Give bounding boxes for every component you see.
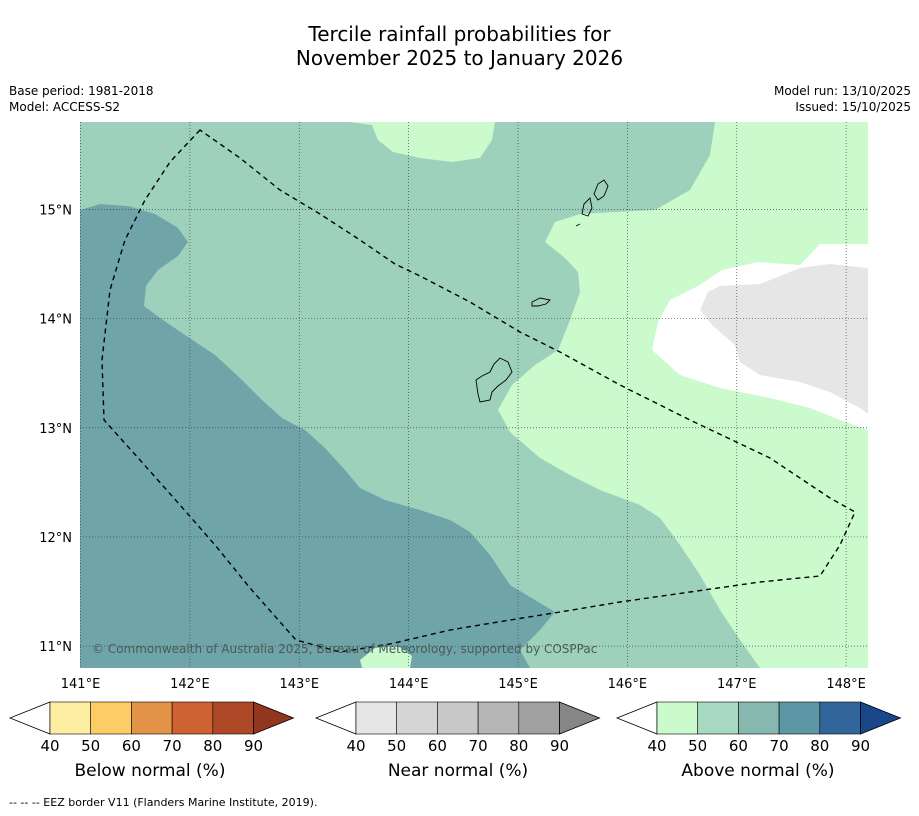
colorbar-above-label: Above normal (%) (681, 761, 835, 781)
copyright-notice: © Commonwealth of Australia 2025, Bureau… (92, 642, 597, 656)
colorbar-segment (738, 701, 780, 735)
latitude-label: 14°N (39, 313, 72, 328)
colorbar-segment (396, 701, 438, 735)
longitude-label: 143°E (280, 677, 320, 692)
meta-left: Base period: 1981-2018 Model: ACCESS-S2 (9, 83, 154, 115)
longitude-label: 146°E (608, 677, 648, 692)
colorbar-extend-low (314, 701, 357, 735)
field-above-50-south (360, 646, 412, 668)
field-above-70-top-left (80, 122, 200, 210)
model-run: Model run: 13/10/2025 (773, 84, 911, 98)
model-name: Model: ACCESS-S2 (9, 100, 121, 114)
colorbar-segment (90, 701, 132, 735)
colorbar-tick-label: 40 (40, 737, 59, 755)
field-above-50-central (498, 122, 868, 668)
colorbar-segment (518, 701, 560, 735)
colorbar-tick-label: 90 (550, 737, 569, 755)
colorbar-tick-label: 80 (203, 737, 222, 755)
title-line-2: November 2025 to January 2026 (295, 46, 624, 70)
colorbar-below-label: Below normal (%) (74, 761, 226, 781)
colorbar-tick-label: 40 (346, 737, 365, 755)
latitude-label: 13°N (39, 422, 72, 437)
colorbar-tick-label: 60 (122, 737, 141, 755)
colorbar-tick-label: 60 (729, 737, 748, 755)
colorbar-tick-label: 80 (810, 737, 829, 755)
islands (475, 179, 609, 403)
colorbar-tick-label: 40 (647, 737, 666, 755)
colorbar-segment (656, 701, 699, 735)
colorbar-tick-label: 70 (163, 737, 182, 755)
longitude-label: 145°E (498, 677, 538, 692)
colorbar-near-label: Near normal (%) (387, 761, 529, 781)
island-tinian (581, 197, 593, 217)
colorbar-above: 40 50 60 70 80 90 (615, 701, 902, 755)
colorbar-tick-label: 50 (688, 737, 707, 755)
graticule (80, 122, 868, 668)
longitude-label: 141°E (61, 677, 101, 692)
colorbar-tick-label: 90 (244, 737, 263, 755)
longitude-label: 142°E (170, 677, 210, 692)
field-above-50-north (350, 122, 495, 162)
latitude-label: 15°N (39, 203, 72, 218)
longitude-labels: 141°E 142°E 143°E 144°E 145°E 146°E 147°E 148°E (61, 677, 866, 692)
colorbar-segment (697, 701, 739, 735)
latitude-label: 11°N (39, 640, 72, 655)
issued-date: Issued: 15/10/2025 (795, 100, 911, 114)
colorbar-extend-high (559, 701, 601, 735)
colorbar-segment (49, 701, 92, 735)
colorbar-segment (819, 701, 861, 735)
colorbar-tick-label: 60 (428, 737, 447, 755)
eez-footnote: -- -- -- EEZ border V11 (Flanders Marine… (9, 796, 318, 809)
map-title: Tercile rainfall probabilities for Novem… (0, 22, 919, 70)
latitude-label: 12°N (39, 531, 72, 546)
probability-field (80, 122, 868, 668)
island-guam (475, 357, 513, 403)
longitude-label: 147°E (717, 677, 757, 692)
colorbar-tick-label: 70 (770, 737, 789, 755)
field-above-70-west (80, 122, 555, 668)
island-aguijan (575, 223, 581, 227)
longitude-label: 148°E (826, 677, 866, 692)
colorbar-extend-high (253, 701, 295, 735)
colorbar-tick-label: 80 (509, 737, 528, 755)
colorbar-segment (437, 701, 479, 735)
colorbar-tick-label: 50 (387, 737, 406, 755)
colorbar-extend-high (860, 701, 902, 735)
field-near-normal (700, 264, 868, 414)
colorbar-tick-label: 70 (469, 737, 488, 755)
colorbar-segment (477, 701, 520, 735)
colorbar-segment (131, 701, 173, 735)
colorbar-segment (355, 701, 398, 735)
colorbar-tick-label: 50 (81, 737, 100, 755)
title-line-1: Tercile rainfall probabilities for (308, 22, 611, 46)
colorbars: 40 50 60 70 80 90 40 50 60 70 80 90 40 50 60 70 80 90 (8, 701, 902, 755)
colorbar-below: 40 50 60 70 80 90 (8, 701, 295, 755)
colorbar-segment (778, 701, 821, 735)
colorbar-near: 40 50 60 70 80 90 (314, 701, 601, 755)
eez-border (101, 129, 856, 653)
longitude-label: 144°E (389, 677, 429, 692)
colorbar-segment (212, 701, 254, 735)
island-rota (531, 297, 551, 307)
colorbar-segment (171, 701, 214, 735)
island-saipan (593, 179, 609, 201)
latitude-labels: 15°N 14°N 13°N 12°N 11°N (39, 203, 72, 655)
colorbar-tick-label: 90 (851, 737, 870, 755)
base-period: Base period: 1981-2018 (9, 84, 154, 98)
colorbar-extend-low (615, 701, 658, 735)
colorbar-extend-low (8, 701, 51, 735)
meta-right: Model run: 13/10/2025 Issued: 15/10/2025 (774, 83, 911, 115)
